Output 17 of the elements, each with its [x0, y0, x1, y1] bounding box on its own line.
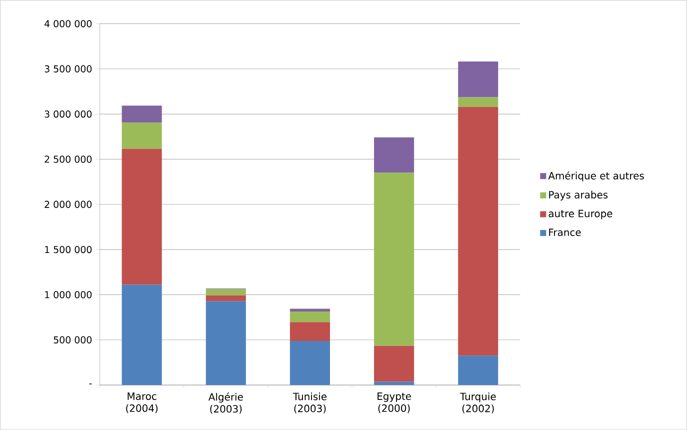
y-tick-label: 3 500 000 [44, 65, 92, 73]
x-tick-label: Tunisie (2003) [292, 392, 327, 414]
x-tick-label: Algérie (2003) [208, 392, 243, 414]
x-tick-label: Egypte (2000) [378, 392, 411, 414]
y-tick-label: 1 000 000 [45, 291, 92, 298]
y-tick-label: 500 000 [54, 336, 92, 344]
legend-label: France [549, 228, 581, 236]
legend-label: autre Europe [548, 210, 612, 220]
y-tick-label: 4 000 000 [44, 20, 92, 28]
legend-label: Pays arabes [549, 190, 608, 201]
legend-label: Amérique et autres [548, 171, 644, 182]
x-tick-label: Maroc (2004) [126, 392, 158, 414]
y-tick-label: 3 000 000 [44, 110, 92, 118]
y-tick-label: 2 500 000 [44, 156, 92, 163]
x-tick-label: Turquie (2002) [460, 392, 496, 414]
y-tick-label: 1 500 000 [45, 246, 92, 254]
y-tick-label: 2 000 000 [44, 200, 92, 208]
